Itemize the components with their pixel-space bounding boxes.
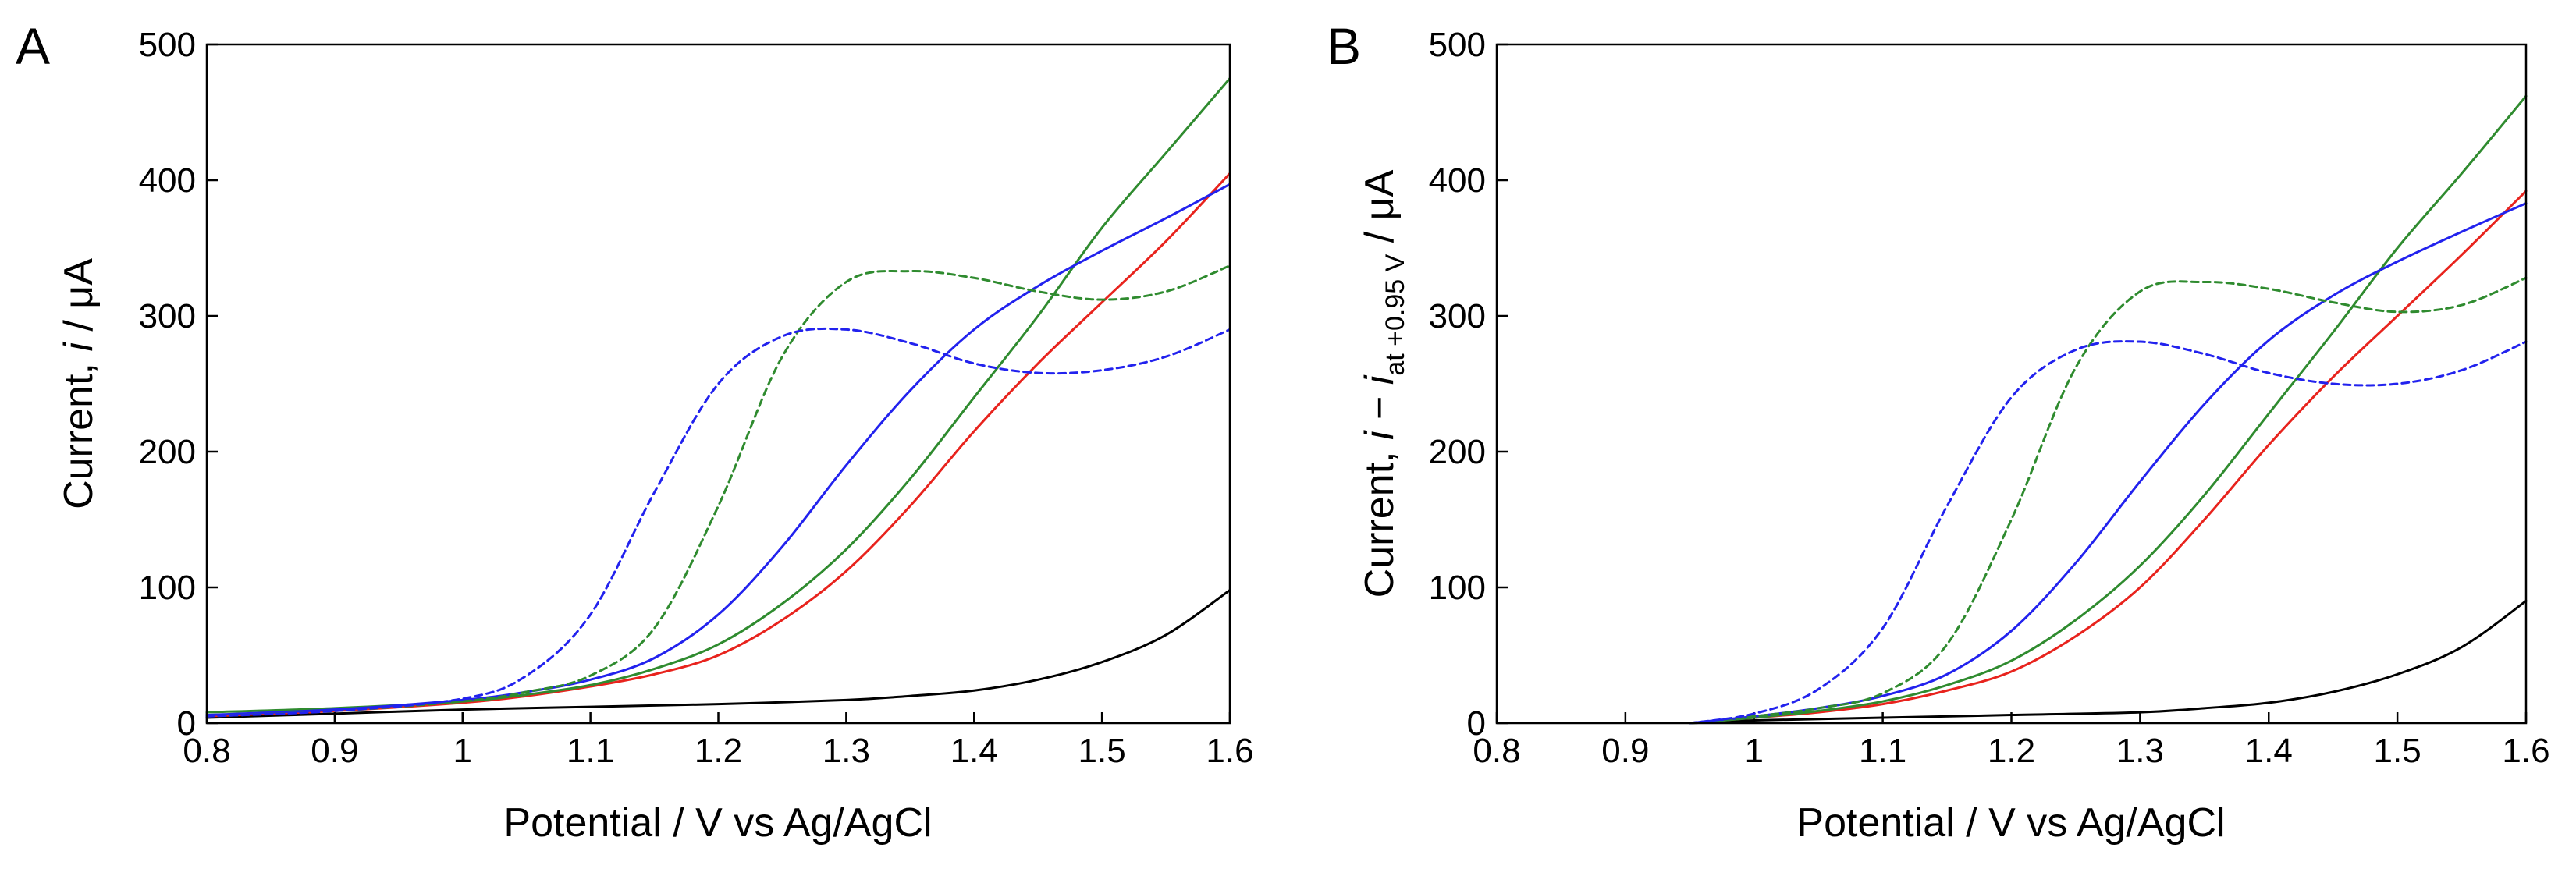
panel-b-y-tick-label: 500	[1429, 26, 1486, 64]
panel-a-x-axis-title: Potential / V vs Ag/AgCl	[503, 800, 932, 846]
panel-b-x-axis-title: Potential / V vs Ag/AgCl	[1796, 800, 2225, 846]
panel-a-y-axis-title-part-1: Current,	[56, 352, 101, 509]
panel-a-x-tick-label: 1.5	[1078, 732, 1126, 770]
panel-a-series-solid-2	[205, 77, 1231, 714]
panel-a-x-tick-label: 1	[453, 732, 472, 770]
panel-a-y-axis-title-part-2: i	[56, 342, 101, 352]
panel-a-x-tick-label: 1.3	[823, 732, 870, 770]
panel-b-x-tick-label: 0.8	[1473, 732, 1520, 770]
panel-b-y-axis-title-part-2: i	[1357, 430, 1402, 440]
panel-a-y-tick-label: 0	[177, 704, 196, 743]
panel-a-x-tick-label: 1.6	[1206, 732, 1253, 770]
panel-a-y-axis-title-part-3: / μA	[56, 258, 101, 342]
panel-b-y-tick-label: 0	[1467, 704, 1486, 743]
panel-b-y-axis-title-part-1: Current,	[1357, 440, 1402, 598]
panel-a-y-tick-label: 200	[139, 433, 196, 471]
panel-b-series-dashed-5	[1688, 340, 2528, 725]
panel-b-series	[1688, 94, 2528, 725]
panel-a-tick-labels: 0.8 0.9 1 1.1 1.2 1.3 1.4 1.5 1.6 0 100 200 300 400 50…	[139, 26, 1254, 770]
panel-a-series-solid-1	[205, 172, 1231, 718]
panel-a-x-tick-label: 1.1	[567, 732, 614, 770]
panel-b-x-tick-label: 1.2	[1988, 732, 2035, 770]
panel-a-y-axis-title: Current, i / μA	[56, 258, 101, 509]
panel-a-series-dashed-4	[205, 264, 1231, 718]
panel-b-series-solid-0	[1688, 599, 2528, 725]
panel-b-x-tick-label: 1	[1745, 732, 1764, 770]
panel-b-x-tick-label: 0.9	[1601, 732, 1649, 770]
panel-a-letter: A	[16, 17, 50, 75]
panel-a-series-dashed-5	[205, 327, 1231, 718]
panel-b-y-axis-title-subscript: at +0.95 V	[1380, 254, 1410, 375]
panel-a-series-solid-0	[205, 588, 1231, 719]
panel-a-y-tick-label: 100	[139, 569, 196, 607]
panel-b-y-tick-label: 400	[1429, 161, 1486, 200]
panel-b-y-axis-title: Current, i − iat +0.95 V / μA	[1357, 169, 1410, 598]
panel-a-series-solid-3	[205, 183, 1231, 717]
panel-a: A 0.8 0.9 1 1.1 1.2 1.3 1.4 1.5 1.6 0 100 200 300 400…	[16, 17, 1254, 846]
panel-a-y-tick-label: 500	[139, 26, 196, 64]
panel-b-y-tick-label: 100	[1429, 569, 1486, 607]
panel-a-x-tick-label: 0.8	[183, 732, 230, 770]
panel-a-y-tick-label: 300	[139, 297, 196, 335]
panel-a-series	[205, 77, 1231, 719]
panel-a-x-tick-label: 1.2	[695, 732, 742, 770]
panel-b-x-tick-label: 1.5	[2374, 732, 2421, 770]
panel-b-x-tick-label: 1.4	[2245, 732, 2293, 770]
panel-b-y-axis-title-part-4: i	[1357, 374, 1402, 385]
panel-b-series-dashed-4	[1688, 276, 2528, 725]
panel-b-y-tick-label: 200	[1429, 433, 1486, 471]
panel-b-x-tick-label: 1.6	[2502, 732, 2549, 770]
panel-b-y-axis-title-part-5: / μA	[1357, 169, 1402, 254]
panel-a-y-tick-label: 400	[139, 161, 196, 200]
panel-b: B 0.8 0.9 1 1.1 1.2 1.3 1.4 1.5 1.6 0 100 200 300 400…	[1327, 17, 2550, 846]
panel-a-plot-frame	[205, 43, 1231, 725]
panel-b-plot-frame	[1495, 43, 2528, 725]
panel-a-x-tick-label: 1.4	[950, 732, 998, 770]
panel-b-ticks	[1495, 43, 2528, 725]
panel-b-tick-labels: 0.8 0.9 1 1.1 1.2 1.3 1.4 1.5 1.6 0 100 200 300 400 50…	[1429, 26, 2550, 770]
panel-b-y-tick-label: 300	[1429, 297, 1486, 335]
panel-a-x-tick-label: 0.9	[311, 732, 358, 770]
panel-b-series-solid-1	[1688, 190, 2528, 725]
panel-b-y-axis-title-part-3: −	[1357, 385, 1402, 431]
panel-b-letter: B	[1327, 17, 1361, 75]
panel-b-series-solid-2	[1688, 94, 2528, 725]
panel-b-series-solid-3	[1688, 202, 2528, 725]
panel-b-x-tick-label: 1.3	[2116, 732, 2164, 770]
panel-b-x-tick-label: 1.1	[1859, 732, 1906, 770]
panel-a-ticks	[205, 43, 1231, 725]
